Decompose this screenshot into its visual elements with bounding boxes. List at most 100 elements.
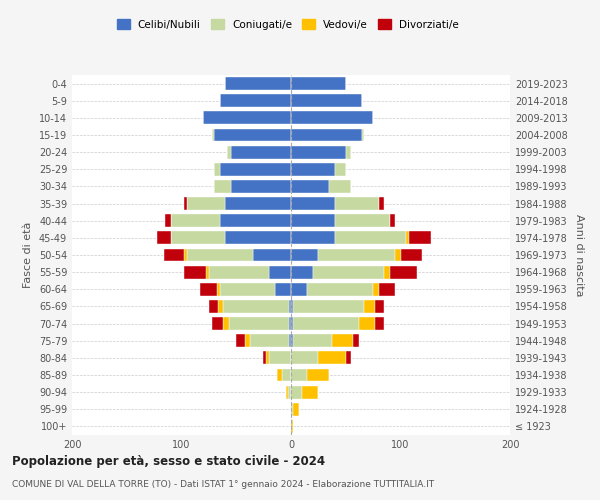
Bar (291, 368, 307, 382)
Bar (229, 317, 289, 330)
Bar (379, 283, 395, 296)
Bar (203, 112, 291, 124)
Bar (406, 232, 409, 244)
Bar (226, 197, 291, 210)
Bar (212, 317, 223, 330)
Bar (335, 197, 379, 210)
Bar (170, 214, 220, 227)
Bar (362, 128, 364, 141)
Bar (214, 128, 291, 141)
Bar (227, 146, 231, 158)
Bar (335, 163, 346, 175)
Text: Popolazione per età, sesso e stato civile - 2024: Popolazione per età, sesso e stato civil… (12, 455, 325, 468)
Bar (226, 77, 291, 90)
Bar (275, 283, 291, 296)
Bar (214, 180, 231, 193)
Bar (236, 334, 245, 347)
Bar (346, 146, 351, 158)
Bar (319, 248, 395, 262)
Bar (313, 266, 384, 278)
Bar (389, 214, 395, 227)
Bar (401, 248, 422, 262)
Bar (187, 197, 226, 210)
Bar (291, 386, 302, 398)
Bar (245, 334, 250, 347)
Bar (231, 180, 291, 193)
Bar (291, 77, 346, 90)
Bar (206, 266, 209, 278)
Bar (291, 248, 319, 262)
Bar (223, 317, 229, 330)
Bar (291, 300, 293, 313)
Bar (209, 300, 218, 313)
Bar (291, 283, 307, 296)
Bar (223, 300, 289, 313)
Bar (282, 368, 291, 382)
Bar (302, 386, 319, 398)
Bar (409, 232, 431, 244)
Bar (291, 94, 362, 107)
Bar (319, 352, 346, 364)
Y-axis label: Anni di nascita: Anni di nascita (574, 214, 584, 296)
Bar (291, 266, 313, 278)
Bar (170, 232, 226, 244)
Bar (164, 248, 184, 262)
Bar (291, 352, 319, 364)
Bar (291, 232, 335, 244)
Bar (291, 197, 335, 210)
Bar (289, 317, 291, 330)
Bar (293, 300, 364, 313)
Bar (389, 266, 417, 278)
Bar (231, 146, 291, 158)
Text: COMUNE DI VAL DELLA TORRE (TO) - Dati ISTAT 1° gennaio 2024 - Elaborazione TUTTI: COMUNE DI VAL DELLA TORRE (TO) - Dati IS… (12, 480, 434, 489)
Bar (364, 300, 376, 313)
Bar (289, 334, 291, 347)
Bar (291, 403, 293, 415)
Bar (291, 180, 329, 193)
Bar (184, 248, 187, 262)
Legend: Celibi/Nubili, Coniugati/e, Vedovi/e, Divorziati/e: Celibi/Nubili, Coniugati/e, Vedovi/e, Di… (113, 15, 463, 34)
Bar (288, 386, 291, 398)
Bar (293, 317, 359, 330)
Bar (376, 300, 384, 313)
Bar (335, 214, 389, 227)
Bar (307, 283, 373, 296)
Bar (379, 197, 384, 210)
Bar (332, 334, 353, 347)
Bar (289, 300, 291, 313)
Bar (291, 420, 293, 433)
Bar (250, 334, 289, 347)
Bar (291, 334, 293, 347)
Bar (291, 317, 293, 330)
Bar (376, 317, 384, 330)
Bar (335, 232, 406, 244)
Bar (220, 163, 291, 175)
Bar (217, 283, 220, 296)
Bar (220, 94, 291, 107)
Bar (226, 232, 291, 244)
Bar (291, 112, 373, 124)
Bar (359, 317, 376, 330)
Bar (291, 163, 335, 175)
Bar (220, 283, 275, 296)
Bar (286, 386, 288, 398)
Bar (263, 352, 266, 364)
Bar (187, 248, 253, 262)
Bar (307, 368, 329, 382)
Bar (184, 266, 206, 278)
Bar (353, 334, 359, 347)
Bar (291, 214, 335, 227)
Bar (291, 146, 346, 158)
Bar (277, 368, 282, 382)
Bar (266, 352, 269, 364)
Bar (293, 403, 299, 415)
Bar (253, 248, 291, 262)
Bar (384, 266, 389, 278)
Bar (220, 214, 291, 227)
Bar (209, 266, 269, 278)
Bar (269, 266, 291, 278)
Bar (329, 180, 351, 193)
Bar (218, 300, 223, 313)
Bar (293, 334, 332, 347)
Y-axis label: Fasce di età: Fasce di età (23, 222, 33, 288)
